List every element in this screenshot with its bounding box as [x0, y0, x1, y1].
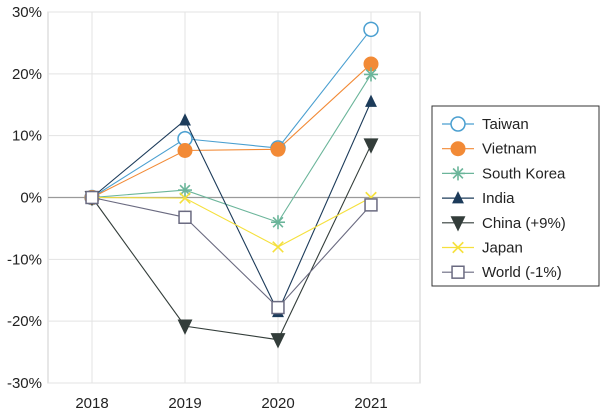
y-tick-label: -10% [7, 251, 42, 268]
data-point [364, 67, 378, 82]
marker-stroke [452, 241, 464, 254]
x-tick-label: 2020 [261, 395, 294, 412]
series-line [91, 144, 372, 341]
data-point [178, 183, 192, 198]
legend-label: World (-1%) [482, 264, 562, 281]
x-tick-label: 2021 [354, 395, 387, 412]
y-tick-label: 10% [12, 128, 42, 145]
data-point [179, 113, 191, 126]
legend-item: China (+9%) [442, 215, 566, 232]
data-point [179, 192, 191, 204]
y-tick-label: 30% [12, 4, 42, 21]
data-point [85, 190, 99, 205]
data-point [363, 138, 379, 154]
legend-item: Taiwan [442, 116, 529, 133]
marker-square [364, 198, 378, 212]
y-tick-label: -30% [7, 375, 42, 392]
data-point [271, 300, 285, 315]
marker-triangle-down [363, 138, 379, 154]
marker-square [451, 265, 465, 279]
data-point [271, 215, 285, 230]
series-line [91, 196, 372, 248]
marker-triangle-down [270, 333, 286, 349]
data-point [177, 143, 193, 159]
data-point [365, 94, 377, 107]
marker-circle [450, 116, 466, 132]
legend-label: Vietnam [482, 141, 537, 158]
marker-triangle-up [179, 113, 191, 126]
legend-item: Vietnam [442, 141, 537, 158]
marker-square [271, 300, 285, 315]
y-tick-label: 20% [12, 66, 42, 83]
series-world-1 [85, 190, 378, 315]
data-point [452, 241, 464, 254]
legend-label: Japan [482, 240, 523, 257]
data-point [270, 141, 286, 157]
y-tick-label: 0% [20, 190, 42, 207]
data-point [270, 333, 286, 349]
data-point [452, 191, 464, 204]
marker-dot [177, 143, 193, 159]
marker-circle [363, 21, 379, 38]
data-point [450, 141, 466, 157]
legend-label: China (+9%) [482, 215, 566, 232]
data-point [363, 21, 379, 38]
legend-label: South Korea [482, 165, 566, 182]
legend-label: Taiwan [482, 116, 529, 133]
marker-triangle-down [450, 216, 466, 232]
x-tick-label: 2019 [168, 395, 201, 412]
data-point [450, 216, 466, 232]
marker-dot [270, 141, 286, 157]
data-point [451, 166, 465, 181]
series-line [91, 196, 372, 309]
marker-stroke [272, 241, 284, 253]
data-point [451, 265, 465, 279]
legend-item: World (-1%) [442, 264, 562, 281]
legend-item: Japan [442, 240, 523, 257]
x-tick-label: 2018 [75, 395, 108, 412]
data-point [450, 116, 466, 132]
legend-item: India [442, 190, 515, 207]
series-line [91, 63, 372, 198]
data-point [177, 319, 193, 335]
data-point [364, 198, 378, 212]
marker-dot [450, 141, 466, 157]
series-line [91, 101, 372, 314]
marker-triangle-down [177, 319, 193, 335]
legend-item: South Korea [442, 165, 566, 182]
marker-triangle-up [365, 94, 377, 107]
marker-square [178, 210, 192, 224]
y-tick-label: -20% [7, 313, 42, 330]
series-line [91, 74, 372, 223]
marker-square [85, 190, 99, 205]
legend-label: India [482, 190, 515, 207]
data-point [272, 241, 284, 253]
marker-stroke [179, 192, 191, 204]
series-line [91, 28, 372, 198]
marker-triangle-up [452, 191, 464, 204]
data-point [178, 210, 192, 224]
